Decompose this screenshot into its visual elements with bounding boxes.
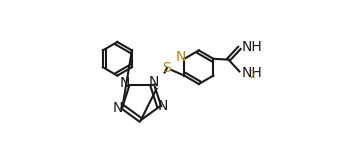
Text: N: N <box>149 75 159 89</box>
Text: N: N <box>120 76 130 90</box>
Text: 2: 2 <box>249 70 255 80</box>
Text: N: N <box>113 101 123 115</box>
Text: N: N <box>176 50 186 65</box>
Text: S: S <box>163 61 171 75</box>
Text: N: N <box>157 99 168 113</box>
Text: NH: NH <box>241 39 262 54</box>
Text: NH: NH <box>241 66 262 80</box>
